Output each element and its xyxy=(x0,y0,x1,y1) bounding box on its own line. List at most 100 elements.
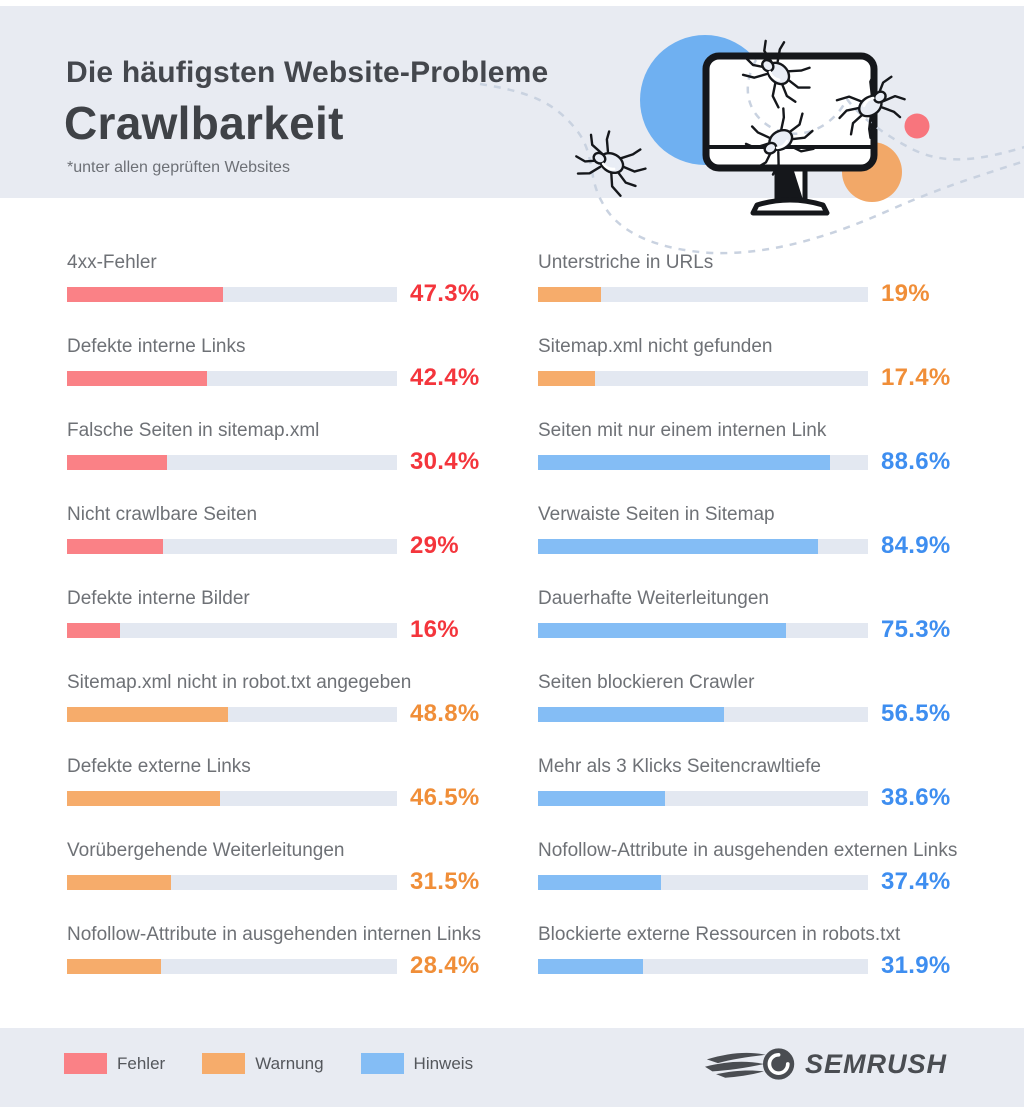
bar-fill xyxy=(67,454,168,470)
bar-track xyxy=(67,622,397,638)
bar-row: Verwaiste Seiten in Sitemap 84.9% xyxy=(538,504,1009,559)
bar-label: Sitemap.xml nicht in robot.txt angegeben xyxy=(67,672,412,693)
bar-fill xyxy=(67,622,120,638)
bar-label: Vorübergehende Weiterleitungen xyxy=(67,840,345,861)
bar-value: 29% xyxy=(410,532,459,559)
bar-label: Nicht crawlbare Seiten xyxy=(67,504,258,525)
bar-fill xyxy=(538,538,819,554)
bar-row: Mehr als 3 Klicks Seitencrawltiefe 38.6% xyxy=(538,757,1009,811)
bar-value: 16% xyxy=(410,616,459,643)
bar-row: 4xx-Fehler 47.3% xyxy=(67,252,538,307)
bar-track xyxy=(538,286,868,302)
bar-value: 38.6% xyxy=(881,784,951,811)
bar-row: Sitemap.xml nicht in robot.txt angegeben… xyxy=(67,672,538,727)
bar-track xyxy=(538,622,868,638)
bar-value: 37.4% xyxy=(881,868,951,895)
bar-track xyxy=(67,538,397,554)
bar-fill xyxy=(538,790,666,806)
bar-fill xyxy=(538,454,831,470)
bar-row: Nicht crawlbare Seiten 29% xyxy=(67,504,538,559)
page-title-line2: Crawlbarkeit xyxy=(64,97,344,149)
bar-row: Falsche Seiten in sitemap.xml 30.4% xyxy=(67,420,538,475)
bar-value: 47.3% xyxy=(410,280,480,307)
bar-label: Falsche Seiten in sitemap.xml xyxy=(67,420,320,441)
bar-track xyxy=(538,370,868,386)
legend-item: Hinweis xyxy=(360,1053,473,1074)
bar-fill xyxy=(538,706,725,722)
bar-fill xyxy=(538,286,601,302)
bar-fill xyxy=(67,538,163,554)
bar-label: Defekte externe Links xyxy=(67,756,251,777)
bar-row: Defekte externe Links 46.5% xyxy=(67,756,538,811)
bar-label: Unterstriche in URLs xyxy=(538,252,714,273)
bar-value: 31.9% xyxy=(881,952,951,979)
bar-value: 75.3% xyxy=(881,616,951,643)
bar-track xyxy=(67,958,397,974)
bar-value: 28.4% xyxy=(410,952,480,979)
bar-row: Dauerhafte Weiterleitungen 75.3% xyxy=(538,588,1009,643)
bar-fill xyxy=(538,622,787,638)
bar-row: Seiten blockieren Crawler 56.5% xyxy=(538,672,1009,727)
bar-value: 30.4% xyxy=(410,448,480,475)
bar-fill xyxy=(538,958,644,974)
legend-swatch xyxy=(202,1053,246,1074)
bar-track xyxy=(67,790,397,806)
bar-column-right: Unterstriche in URLs 19% Sitemap.xml nic… xyxy=(538,253,1009,1009)
bar-track xyxy=(67,370,397,386)
brand-wordmark: SEMRUSH xyxy=(804,1048,947,1079)
legend-label: Fehler xyxy=(117,1053,166,1073)
bar-row: Seiten mit nur einem internen Link 88.6% xyxy=(538,420,1009,475)
bar-track xyxy=(67,286,397,302)
bar-value: 48.8% xyxy=(410,700,480,727)
bar-track xyxy=(538,874,868,890)
bar-label: Blockierte externe Ressourcen in robots.… xyxy=(538,924,901,945)
bar-row: Vorübergehende Weiterleitungen 31.5% xyxy=(67,840,538,895)
legend-item: Fehler xyxy=(64,1053,165,1074)
bar-fill xyxy=(538,874,662,890)
bar-row: Defekte interne Links 42.4% xyxy=(67,337,538,391)
bar-column-left: 4xx-Fehler 47.3% Defekte interne Links 4… xyxy=(67,253,538,1009)
bar-label: Nofollow-Attribute in ausgehenden intern… xyxy=(67,924,482,945)
bar-label: 4xx-Fehler xyxy=(67,252,157,273)
bar-fill xyxy=(67,370,207,386)
bar-row: Sitemap.xml nicht gefunden 17.4% xyxy=(538,337,1009,391)
bar-track xyxy=(538,454,868,470)
legend-swatch xyxy=(64,1053,107,1074)
bar-fill xyxy=(67,286,224,302)
legend-label: Warnung xyxy=(255,1053,324,1073)
page-title-line1: Die häufigsten Website-Probleme xyxy=(66,56,549,89)
bar-row: Nofollow-Attribute in ausgehenden extern… xyxy=(538,840,1009,895)
bar-value: 56.5% xyxy=(881,700,951,727)
bar-track xyxy=(67,454,397,470)
bar-value: 19% xyxy=(881,280,930,307)
legend-swatch xyxy=(360,1053,404,1074)
bar-label: Seiten mit nur einem internen Link xyxy=(538,420,827,441)
bar-value: 46.5% xyxy=(410,784,480,811)
bar-track xyxy=(67,706,397,722)
bar-track xyxy=(538,790,868,806)
bar-label: Verwaiste Seiten in Sitemap xyxy=(538,504,775,525)
bar-fill xyxy=(67,958,161,974)
bar-track xyxy=(538,958,868,974)
page-subtitle: *unter allen geprüften Websites xyxy=(67,159,290,176)
bar-row: Blockierte externe Ressourcen in robots.… xyxy=(538,924,1009,979)
bar-value: 31.5% xyxy=(410,868,480,895)
semrush-flame-icon xyxy=(704,1048,795,1080)
bar-value: 17.4% xyxy=(881,364,951,391)
bar-row: Nofollow-Attribute in ausgehenden intern… xyxy=(67,924,538,979)
bar-label: Seiten blockieren Crawler xyxy=(538,672,755,693)
bar-fill xyxy=(538,370,596,386)
bar-label: Dauerhafte Weiterleitungen xyxy=(538,588,769,609)
bar-fill xyxy=(67,874,171,890)
footer-band xyxy=(0,1028,1024,1107)
bar-track xyxy=(538,538,868,554)
bar-fill xyxy=(67,706,229,722)
bar-value: 84.9% xyxy=(881,532,951,559)
bar-chart: 4xx-Fehler 47.3% Defekte interne Links 4… xyxy=(67,253,1009,1009)
legend-item: Warnung xyxy=(202,1053,324,1074)
bar-row: Defekte interne Bilder 16% xyxy=(67,588,538,643)
bar-label: Defekte interne Bilder xyxy=(67,588,250,609)
bar-label: Nofollow-Attribute in ausgehenden extern… xyxy=(538,840,958,861)
bar-track xyxy=(538,706,868,722)
bar-track xyxy=(67,874,397,890)
